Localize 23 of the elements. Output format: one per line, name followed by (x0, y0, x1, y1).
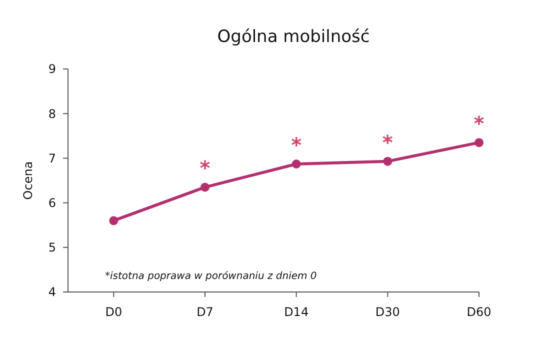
annotation: * (291, 133, 302, 157)
point (292, 160, 301, 168)
annotation: * (474, 112, 485, 136)
point (109, 216, 118, 226)
annotation: * (200, 156, 211, 180)
point (474, 138, 484, 148)
chart-title: Ogólna mobilność (217, 27, 370, 47)
annotation: *istotna poprawa w porównaniu z dniem 0 (105, 271, 317, 282)
x-tick-label: D0 (105, 305, 122, 319)
x-tick-label: D7 (196, 305, 214, 319)
y-axis-title: Ocena (21, 161, 35, 200)
y-tick-label: 6 (48, 196, 56, 210)
x-tick-label: D14 (284, 305, 309, 319)
point (200, 182, 210, 192)
y-tick-label: 5 (48, 240, 56, 255)
y-tick-label: 8 (48, 106, 56, 121)
x-tick-label: D30 (375, 305, 400, 319)
x-tick-label: D60 (466, 305, 492, 319)
annotation: * (382, 130, 394, 154)
y-tick-label: 4 (48, 285, 56, 300)
y-tick-label: 7 (48, 151, 56, 166)
point (383, 156, 392, 166)
y-tick-label: 9 (48, 62, 56, 76)
